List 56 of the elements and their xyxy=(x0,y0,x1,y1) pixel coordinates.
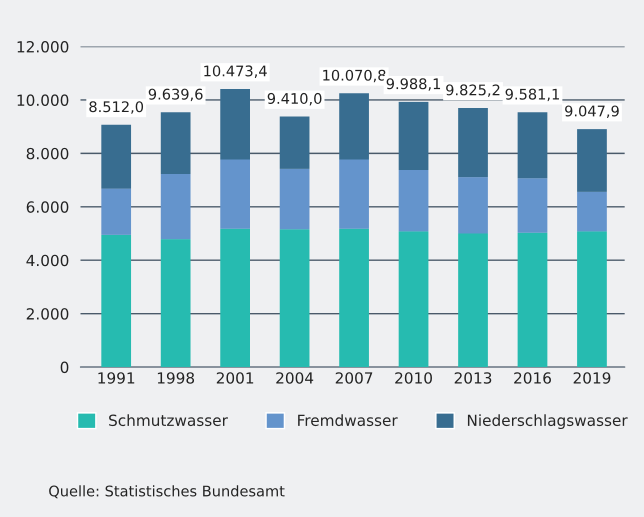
bar xyxy=(398,231,428,368)
legend-label: Niederschlagswasser xyxy=(468,414,628,430)
x-tick-label: 1998 xyxy=(158,372,194,384)
x-tick-label: 2019 xyxy=(574,372,610,384)
bar xyxy=(577,192,607,232)
annotation: 10.070,8 xyxy=(323,70,386,82)
legend-label: Schmutzwasser xyxy=(109,414,228,426)
x-tick-label: 2007 xyxy=(336,372,372,384)
bar xyxy=(458,234,488,368)
bar xyxy=(220,89,250,160)
bar xyxy=(339,160,369,229)
annotation: 9.410,0 xyxy=(268,92,322,106)
bar xyxy=(160,112,191,174)
bar xyxy=(518,232,548,368)
annotation: 9.047,9 xyxy=(565,105,619,118)
x-tick-label: 2013 xyxy=(454,372,492,384)
bar xyxy=(280,229,310,368)
annotation: 9.639,6 xyxy=(148,88,203,102)
bar xyxy=(339,228,369,368)
bar xyxy=(220,228,250,368)
bar xyxy=(160,174,191,240)
y-tick-label: 2.000 xyxy=(26,308,68,320)
bar xyxy=(518,178,548,233)
bar xyxy=(280,168,310,230)
bar xyxy=(518,112,548,178)
y-tick-label: 4.000 xyxy=(26,254,68,266)
x-tick-label: 2004 xyxy=(276,372,314,384)
bar xyxy=(101,188,132,235)
x-tick-label: 1991 xyxy=(98,372,134,384)
bar xyxy=(220,160,250,229)
legend-label: Fremdwasser xyxy=(298,414,398,426)
bar xyxy=(101,124,132,189)
bar xyxy=(160,239,191,368)
bar xyxy=(577,231,607,368)
x-tick-label: 2016 xyxy=(514,372,551,384)
y-tick-label: 12.000 xyxy=(18,40,68,53)
bar xyxy=(280,116,310,169)
annotation: 9.825,2 xyxy=(446,84,500,97)
source-note: Quelle: Statistisches Bundesamt xyxy=(49,485,285,498)
x-tick-label: 2001 xyxy=(216,372,254,384)
annotation: 10.473,4 xyxy=(204,65,267,78)
bar xyxy=(339,93,369,160)
annotation: 9.581,1 xyxy=(506,88,559,102)
annotation: 8.512,0 xyxy=(89,101,144,114)
bar xyxy=(398,102,428,170)
y-tick-label: 10.000 xyxy=(18,94,68,106)
y-tick-label: 6.000 xyxy=(26,201,68,213)
bar xyxy=(101,234,132,368)
x-tick-label: 2010 xyxy=(395,372,432,384)
y-tick-label: 8.000 xyxy=(26,148,68,160)
bar xyxy=(458,177,488,234)
annotation: 9.988,1 xyxy=(386,78,440,91)
bar xyxy=(458,108,488,178)
y-tick-label: 0 xyxy=(60,362,68,374)
bar xyxy=(398,170,428,232)
bar xyxy=(577,129,607,192)
